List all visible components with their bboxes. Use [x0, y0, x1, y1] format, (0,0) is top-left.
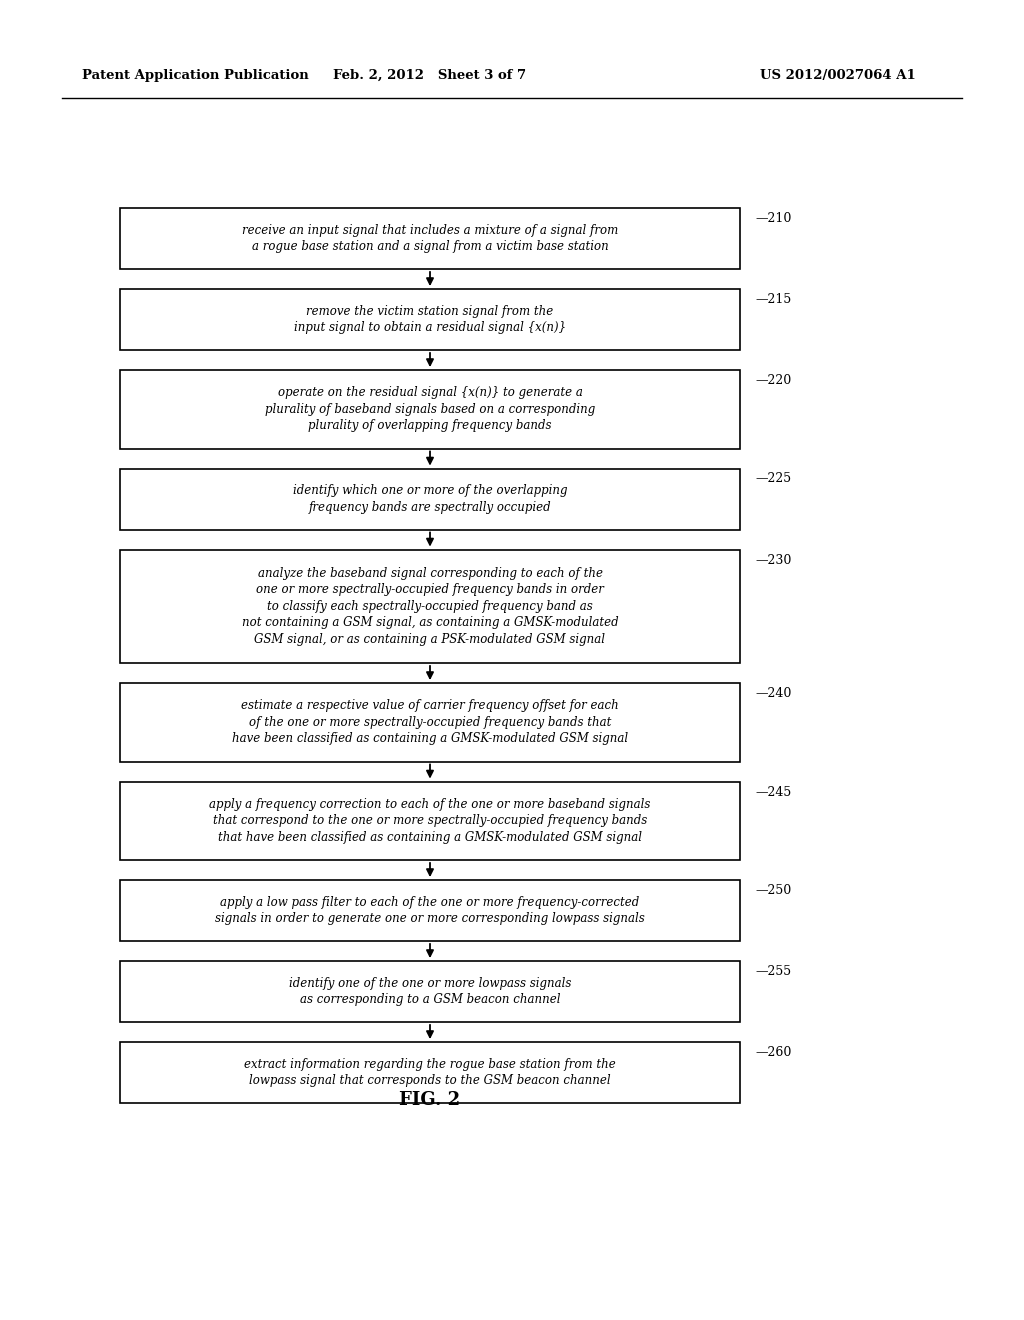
- Bar: [120, 961, 740, 1022]
- Text: receive an input signal that includes a mixture of a signal from
a rogue base st: receive an input signal that includes a …: [242, 224, 618, 253]
- Bar: [120, 549, 740, 663]
- Text: —215: —215: [755, 293, 792, 306]
- Text: remove the victim station signal from the
input signal to obtain a residual sign: remove the victim station signal from th…: [294, 305, 566, 334]
- Bar: [120, 1041, 740, 1104]
- Bar: [120, 370, 740, 449]
- Text: extract information regarding the rogue base station from the
lowpass signal tha: extract information regarding the rogue …: [244, 1057, 615, 1088]
- Text: US 2012/0027064 A1: US 2012/0027064 A1: [760, 69, 915, 82]
- Text: —230: —230: [755, 553, 792, 566]
- Text: apply a frequency correction to each of the one or more baseband signals
that co: apply a frequency correction to each of …: [209, 797, 650, 843]
- Text: —220: —220: [755, 374, 792, 387]
- Text: Patent Application Publication: Patent Application Publication: [82, 69, 309, 82]
- Text: Feb. 2, 2012   Sheet 3 of 7: Feb. 2, 2012 Sheet 3 of 7: [334, 69, 526, 82]
- Text: —245: —245: [755, 785, 792, 799]
- Text: —240: —240: [755, 686, 792, 700]
- Text: estimate a respective value of carrier frequency offset for each
of the one or m: estimate a respective value of carrier f…: [232, 700, 628, 746]
- Bar: [120, 880, 740, 941]
- Text: —260: —260: [755, 1045, 792, 1059]
- Text: identify which one or more of the overlapping
frequency bands are spectrally occ: identify which one or more of the overla…: [293, 484, 567, 513]
- Bar: [120, 781, 740, 861]
- Text: apply a low pass filter to each of the one or more frequency-corrected
signals i: apply a low pass filter to each of the o…: [215, 896, 645, 925]
- Bar: [120, 469, 740, 529]
- Bar: [120, 289, 740, 350]
- Text: —225: —225: [755, 473, 792, 486]
- Text: —210: —210: [755, 213, 792, 224]
- Text: analyze the baseband signal corresponding to each of the
one or more spectrally-: analyze the baseband signal correspondin…: [242, 566, 618, 645]
- Text: operate on the residual signal {x(n)} to generate a
plurality of baseband signal: operate on the residual signal {x(n)} to…: [265, 387, 595, 432]
- Bar: [120, 682, 740, 762]
- Text: FIG. 2: FIG. 2: [399, 1092, 461, 1109]
- Text: identify one of the one or more lowpass signals
as corresponding to a GSM beacon: identify one of the one or more lowpass …: [289, 977, 571, 1006]
- Bar: [120, 209, 740, 269]
- Text: —255: —255: [755, 965, 792, 978]
- Text: —250: —250: [755, 884, 792, 898]
